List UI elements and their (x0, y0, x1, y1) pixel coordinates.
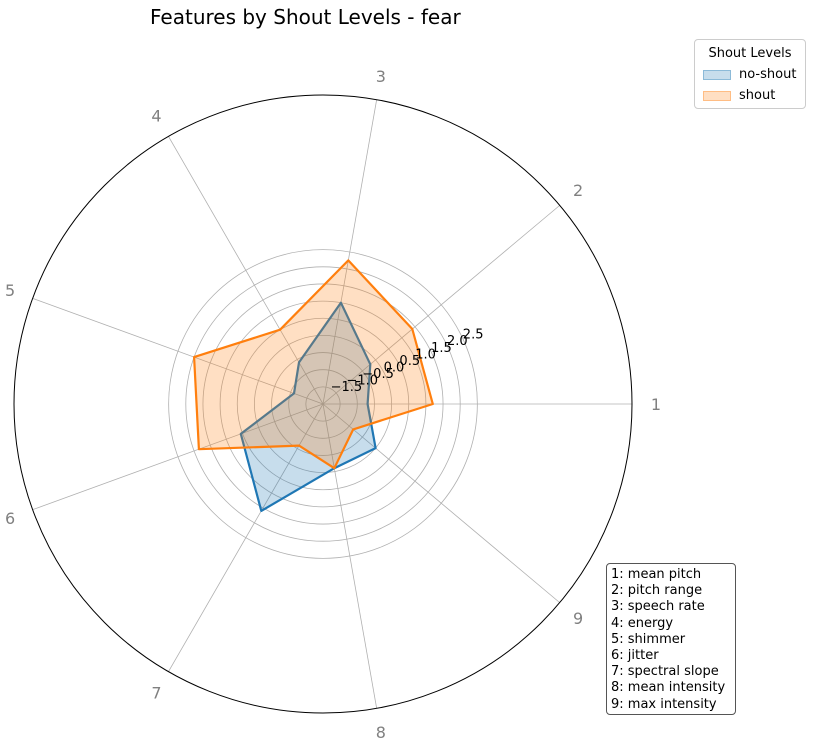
series-line-no-shout (239, 301, 377, 512)
category-label: 3 (376, 67, 386, 86)
radial-tick-label: 1.5 (431, 341, 452, 356)
category-label: 8 (376, 723, 386, 742)
category-label: 1 (651, 395, 661, 414)
legend: Shout Levels no-shout shout (694, 39, 806, 109)
series-fill-shout (194, 260, 433, 469)
legend-label-no-shout: no-shout (739, 67, 797, 82)
category-label: 2 (573, 181, 583, 200)
radial-tick-label: 2.5 (463, 328, 484, 343)
legend-title: Shout Levels (708, 46, 792, 61)
feature-key-line: 5: shimmer (611, 631, 686, 647)
feature-key-line: 9: max intensity (611, 696, 717, 712)
category-label: 7 (151, 683, 161, 702)
category-label: 6 (5, 509, 15, 528)
radial-tick-label: −1.0 (346, 374, 378, 389)
feature-key-line: 8: mean intensity (611, 680, 726, 696)
category-label: 4 (151, 107, 161, 126)
category-label: 9 (573, 609, 583, 628)
radial-tick-label: 0.0 (384, 360, 405, 375)
grid-spoke (322, 403, 560, 603)
legend-label-shout: shout (739, 88, 776, 103)
grid-spoke (322, 205, 560, 405)
radar-series (193, 259, 434, 512)
radial-tick-label: 0.5 (399, 354, 420, 369)
series-line-shout (193, 259, 434, 470)
legend-item-shout: shout (703, 88, 775, 103)
outer-frame (13, 94, 633, 714)
radial-tick-label: 2.0 (447, 334, 468, 349)
feature-key-line: 6: jitter (611, 648, 659, 664)
feature-key-line: 7: spectral slope (611, 664, 719, 680)
feature-key-box: 1: mean pitch 2: pitch range 3: speech r… (606, 563, 736, 715)
radial-tick-label: 1.0 (415, 347, 436, 362)
chart-title: Features by Shout Levels - fear (150, 5, 461, 29)
radar-labels: 1 2 3 4 5 6 7 8 9 −1.5−1.0−0.50.00.51.01.52.02.5 (5, 67, 661, 742)
grid-spoke (322, 99, 378, 405)
grid-spoke (168, 403, 324, 672)
radial-tick-label: −1.5 (331, 380, 363, 395)
feature-key-line: 1: mean pitch (611, 567, 702, 582)
radial-tick-label: −0.5 (362, 367, 394, 382)
feature-key-line: 4: energy (611, 615, 674, 631)
grid-spoke (168, 136, 324, 405)
feature-key-line: 3: speech rate (611, 599, 705, 615)
legend-swatch-shout (703, 90, 731, 101)
category-label: 5 (5, 281, 15, 300)
legend-swatch-no-shout (703, 69, 731, 80)
grid-spoke (322, 403, 378, 709)
series-fill-no-shout (240, 302, 376, 511)
radar-grid (13, 94, 633, 714)
grid-spoke (32, 297, 324, 405)
legend-item-no-shout: no-shout (703, 67, 796, 82)
feature-key-line: 2: pitch range (611, 583, 703, 599)
grid-spoke (32, 403, 324, 511)
